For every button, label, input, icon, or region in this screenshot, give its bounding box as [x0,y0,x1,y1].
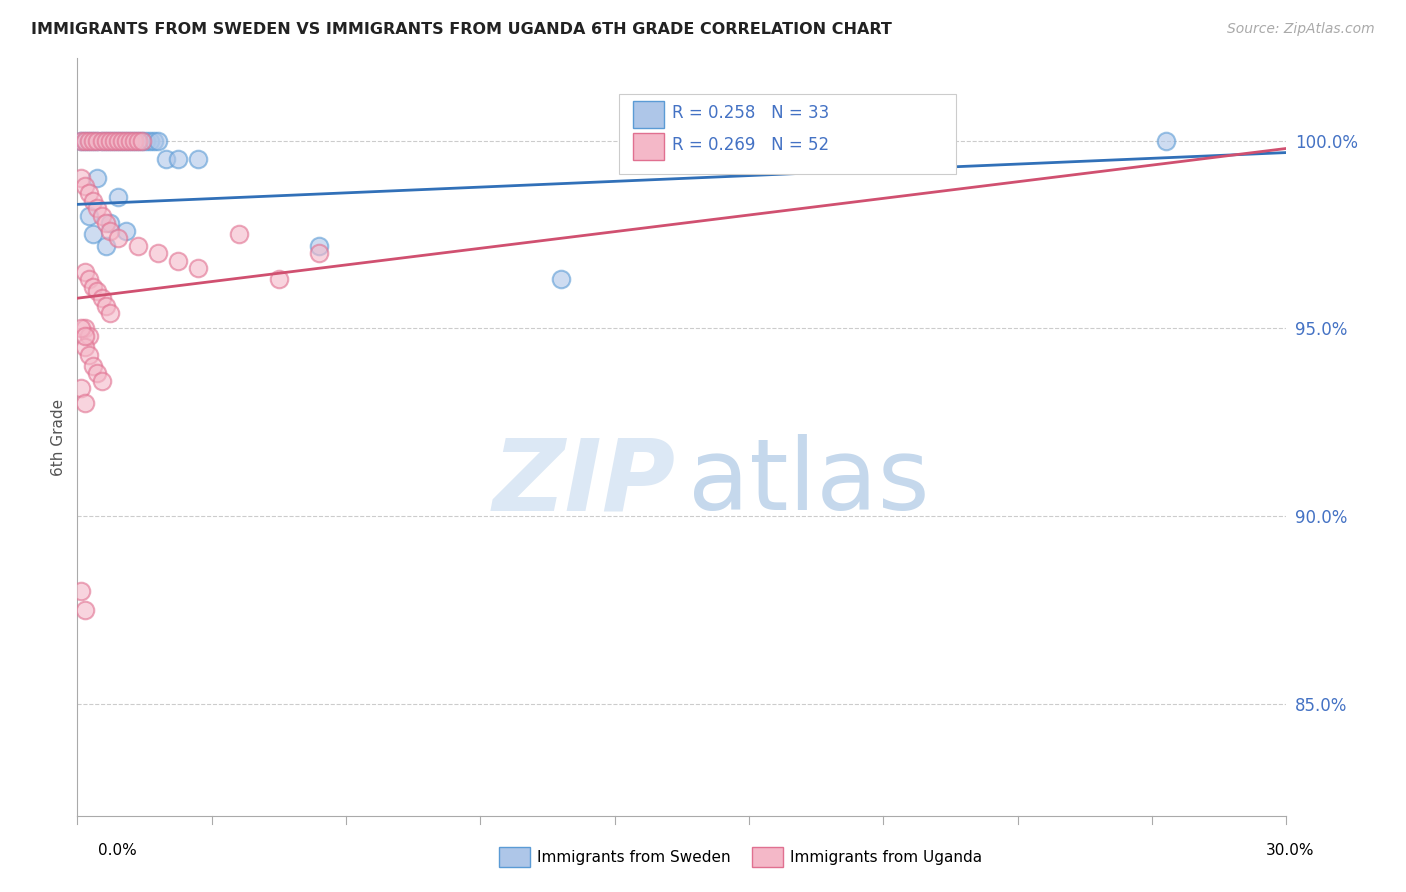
Point [98,134,121,148]
Point [122,134,145,148]
Text: Immigrants from Uganda: Immigrants from Uganda [790,850,983,864]
Point [70,171,93,186]
Point [98,134,121,148]
Text: R = 0.269   N = 52: R = 0.269 N = 52 [672,136,830,154]
Text: R = 0.258   N = 33: R = 0.258 N = 33 [672,104,830,122]
Point [94,134,117,148]
Point [94,216,117,230]
Text: 0.0%: 0.0% [98,843,138,858]
Point [155,153,177,167]
Point [103,134,125,148]
Point [146,134,169,148]
Point [70,381,93,395]
Point [90,291,112,305]
Point [127,134,149,148]
Point [107,190,129,204]
Point [82,227,104,242]
Point [187,153,209,167]
Point [75,134,97,148]
Point [75,134,97,148]
Point [107,231,129,245]
Point [82,280,104,294]
Point [142,134,165,148]
Point [98,306,121,320]
Point [98,224,121,238]
Point [75,321,97,335]
Point [131,134,153,148]
Text: atlas: atlas [688,434,929,531]
Point [82,359,104,373]
Point [70,584,93,599]
Point [82,134,104,148]
Point [79,272,101,286]
Point [167,253,190,268]
Point [111,134,134,148]
Point [70,134,93,148]
Point [70,321,93,335]
Point [79,186,101,200]
Point [114,134,136,148]
Text: Source: ZipAtlas.com: Source: ZipAtlas.com [1227,22,1375,37]
Text: ZIP: ZIP [494,434,676,531]
Point [79,347,101,361]
Point [187,261,209,276]
Point [94,238,117,252]
Point [90,134,112,148]
Point [86,171,108,186]
Point [75,178,97,193]
Point [94,134,117,148]
Point [86,134,108,148]
Point [550,272,572,286]
Point [228,227,250,242]
Y-axis label: 6th Grade: 6th Grade [51,399,66,475]
Point [79,328,101,343]
Point [86,134,108,148]
Point [114,224,136,238]
Point [86,366,108,380]
Point [139,134,162,148]
Point [94,299,117,313]
Text: Immigrants from Sweden: Immigrants from Sweden [537,850,731,864]
Point [90,209,112,223]
Point [75,396,97,410]
Point [308,246,330,260]
Point [103,134,125,148]
Point [131,134,153,148]
Point [75,265,97,279]
Point [127,238,149,252]
Point [90,134,112,148]
Point [98,216,121,230]
Point [90,374,112,388]
Point [75,340,97,354]
Point [82,194,104,208]
Point [127,134,149,148]
Point [79,134,101,148]
Point [118,134,141,148]
Point [122,134,145,148]
Point [267,272,290,286]
Point [135,134,157,148]
Point [146,246,169,260]
Point [86,201,108,215]
Point [1154,134,1177,148]
Point [70,134,93,148]
Text: IMMIGRANTS FROM SWEDEN VS IMMIGRANTS FROM UGANDA 6TH GRADE CORRELATION CHART: IMMIGRANTS FROM SWEDEN VS IMMIGRANTS FRO… [31,22,891,37]
Point [107,134,129,148]
Point [111,134,134,148]
Point [82,134,104,148]
Point [118,134,141,148]
Point [167,153,190,167]
Point [79,134,101,148]
Point [308,238,330,252]
Point [75,603,97,617]
Point [107,134,129,148]
Text: 30.0%: 30.0% [1267,843,1315,858]
Point [75,328,97,343]
Point [79,209,101,223]
Point [114,134,136,148]
Point [86,284,108,298]
